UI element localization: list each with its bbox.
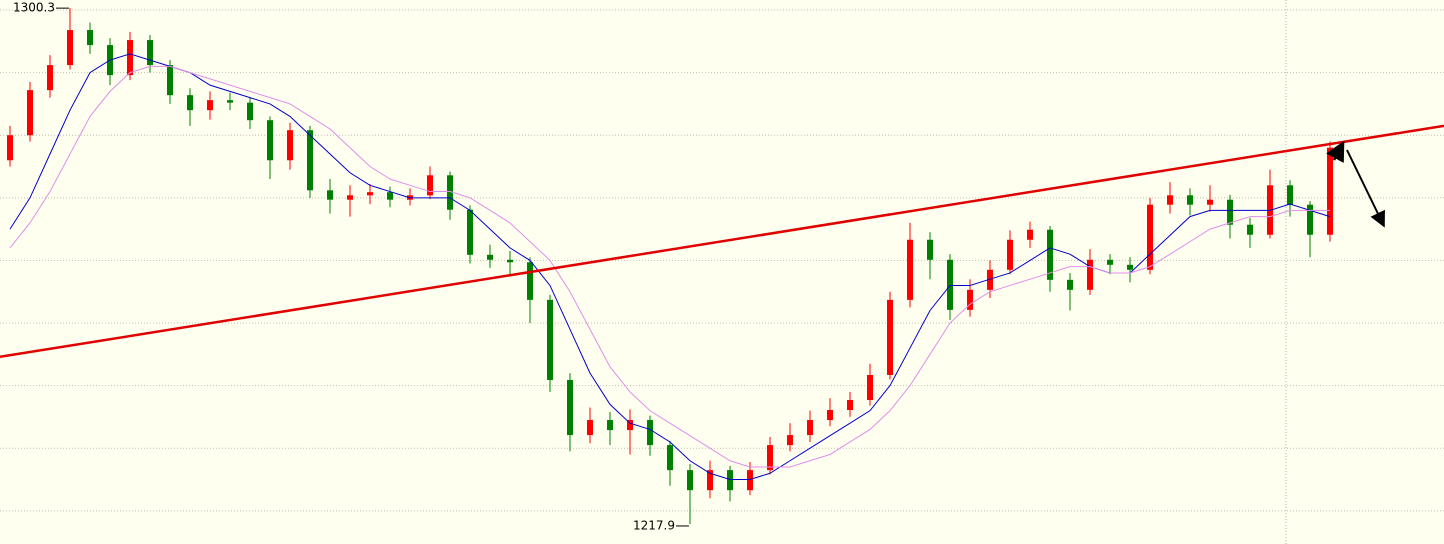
candle-body bbox=[1227, 199, 1233, 225]
arrow-down bbox=[1346, 149, 1385, 228]
candle-body bbox=[987, 269, 993, 290]
candle-body bbox=[387, 192, 393, 200]
candle-body bbox=[287, 130, 293, 161]
candle-body bbox=[227, 100, 233, 103]
candle-body bbox=[207, 100, 213, 111]
candle-body bbox=[127, 40, 133, 76]
candle-body bbox=[87, 30, 93, 46]
candle-body bbox=[1327, 147, 1333, 235]
candle-body bbox=[767, 445, 773, 471]
candle-body bbox=[1287, 185, 1293, 205]
candle-body bbox=[1207, 199, 1213, 205]
candle-body bbox=[547, 299, 553, 380]
annotation: 1300.3 bbox=[13, 1, 55, 15]
candle-body bbox=[327, 190, 333, 200]
candle-body bbox=[907, 239, 913, 300]
candle-body bbox=[27, 90, 33, 136]
candle-body bbox=[727, 470, 733, 491]
candle-body bbox=[887, 299, 893, 375]
candle-body bbox=[947, 259, 953, 310]
trendline bbox=[0, 124, 1444, 359]
candle-body bbox=[1167, 195, 1173, 205]
candle-body bbox=[707, 470, 713, 491]
candle-body bbox=[1307, 204, 1313, 235]
candle-body bbox=[1247, 224, 1253, 235]
candle-body bbox=[487, 254, 493, 260]
plot: 1300.3 1217.9 bbox=[0, 1, 1444, 532]
arrow-up bbox=[1326, 140, 1345, 163]
moving-average bbox=[9, 65, 1330, 468]
candle-body bbox=[1147, 204, 1153, 270]
candle-body bbox=[1047, 229, 1053, 280]
candle-body bbox=[307, 130, 313, 191]
candle-body bbox=[527, 262, 533, 300]
candle-body bbox=[687, 470, 693, 491]
candle-body bbox=[787, 435, 793, 446]
candle-body bbox=[247, 102, 253, 121]
candle-body bbox=[627, 420, 633, 431]
candle-body bbox=[147, 40, 153, 66]
candle-body bbox=[1127, 264, 1133, 270]
candle-body bbox=[467, 209, 473, 255]
candle-body bbox=[47, 65, 53, 91]
candle-body bbox=[1067, 279, 1073, 290]
annotation: 1217.9 bbox=[633, 518, 675, 532]
candle-body bbox=[507, 259, 513, 263]
candle-body bbox=[447, 175, 453, 210]
candle-body bbox=[1107, 259, 1113, 265]
candle-body bbox=[807, 420, 813, 436]
candle-body bbox=[587, 420, 593, 436]
candle-body bbox=[567, 379, 573, 436]
candle-body bbox=[367, 192, 373, 196]
candle-body bbox=[267, 120, 273, 161]
candle-body bbox=[167, 65, 173, 96]
candle-body bbox=[1007, 239, 1013, 270]
candle-body bbox=[607, 420, 613, 431]
candle-body bbox=[1187, 195, 1193, 205]
candle-body bbox=[347, 195, 353, 200]
candle-body bbox=[1027, 229, 1033, 240]
candle-body bbox=[667, 445, 673, 471]
candle-body bbox=[967, 289, 973, 310]
candle-body bbox=[827, 410, 833, 421]
candle-body bbox=[867, 374, 873, 401]
candle-body bbox=[67, 30, 73, 66]
candle-body bbox=[927, 239, 933, 260]
candle-body bbox=[847, 400, 853, 411]
candle-body bbox=[1087, 259, 1093, 290]
candle-body bbox=[427, 175, 433, 196]
candle-body bbox=[747, 470, 753, 491]
candle-body bbox=[7, 135, 13, 161]
candle-body bbox=[187, 95, 193, 111]
candle-body bbox=[647, 420, 653, 446]
